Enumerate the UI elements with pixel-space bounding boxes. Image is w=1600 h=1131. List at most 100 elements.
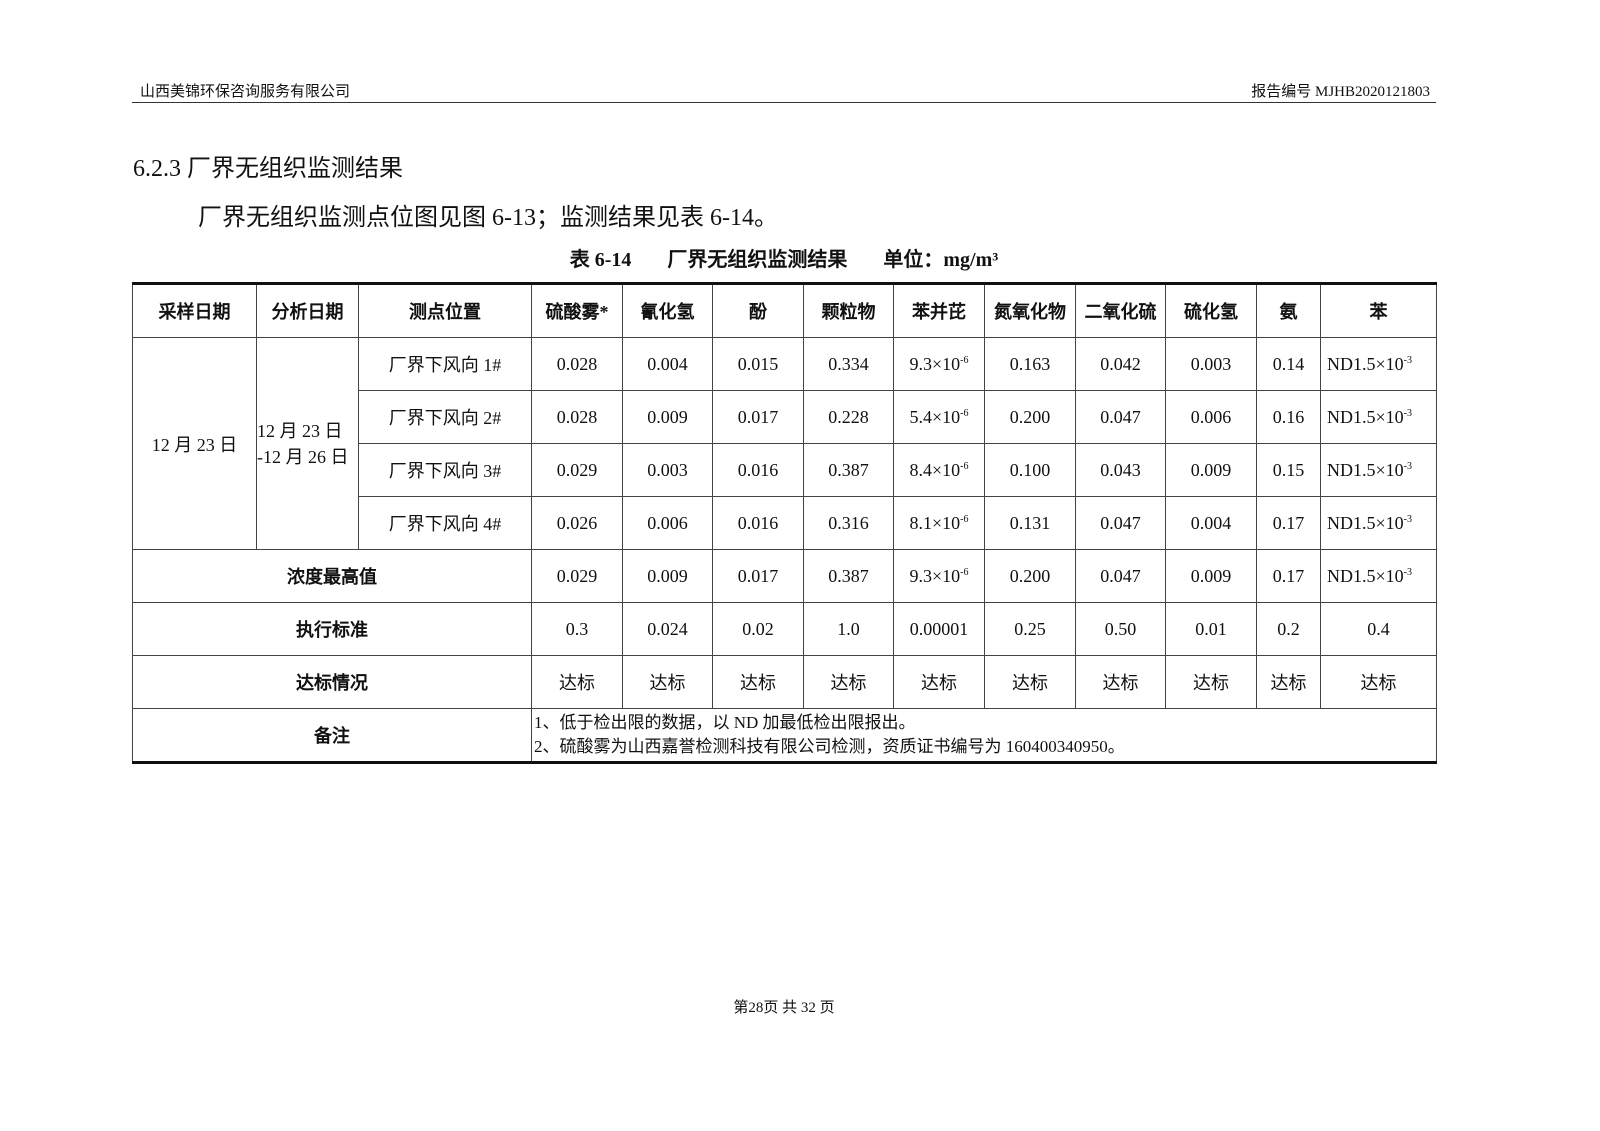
site: 厂界下风向 1#	[358, 337, 532, 391]
cell: 达标	[1075, 655, 1166, 709]
cell: 0.006	[1165, 390, 1257, 444]
notes: 1、低于检出限的数据，以 ND 加最低检出限报出。 2、硫酸雾为山西嘉誉检测科技有…	[531, 708, 1437, 763]
table-number: 表 6-14	[569, 249, 632, 271]
cell: 0.17	[1256, 496, 1321, 550]
cell: 0.100	[984, 443, 1076, 497]
cell: 达标	[712, 655, 804, 709]
table-title: 厂界无组织监测结果	[667, 249, 848, 271]
cell: 0.2	[1256, 602, 1321, 656]
cell: 0.02	[712, 602, 804, 656]
cell: 达标	[893, 655, 985, 709]
cell: 0.006	[622, 496, 713, 550]
cell: ND1.5×10-3	[1320, 496, 1437, 550]
sample-date: 12 月 23 日	[132, 337, 257, 550]
cell: 0.4	[1320, 602, 1437, 656]
cell: 8.4×10-6	[893, 443, 985, 497]
page-footer: 第28页 共 32 页	[733, 1000, 835, 1016]
cell: 达标	[984, 655, 1076, 709]
cell: 0.009	[622, 549, 713, 603]
cell: 5.4×10-6	[893, 390, 985, 444]
site: 厂界下风向 3#	[358, 443, 532, 497]
cell: 0.14	[1256, 337, 1321, 391]
report-number: 报告编号 MJHB2020121803	[1251, 84, 1430, 100]
paragraph: 厂界无组织监测点位图见图 6-13；监测结果见表 6-14。	[198, 205, 778, 231]
cell: 0.00001	[893, 602, 985, 656]
column-header: 氮氧化物	[984, 283, 1076, 338]
company-name: 山西美锦环保咨询服务有限公司	[140, 84, 351, 100]
cell: 0.316	[803, 496, 894, 550]
cell: 0.009	[1165, 549, 1257, 603]
column-header: 酚	[712, 283, 804, 338]
cell: 9.3×10-6	[893, 337, 985, 391]
column-header: 测点位置	[358, 283, 532, 338]
table-unit: 单位：mg/m³	[883, 249, 999, 271]
cell: 0.334	[803, 337, 894, 391]
column-header: 硫酸雾*	[531, 283, 623, 338]
cell: 0.17	[1256, 549, 1321, 603]
cell: 达标	[1165, 655, 1257, 709]
cell: 0.387	[803, 443, 894, 497]
cell: 0.016	[712, 496, 804, 550]
table-row: 厂界下风向 2# 0.028 0.009 0.017 0.228 5.4×10-6 0.20…	[133, 390, 1437, 444]
row-label: 浓度最高值	[132, 549, 532, 603]
cell: 0.042	[1075, 337, 1166, 391]
cell: 0.200	[984, 390, 1076, 444]
cell: 9.3×10-6	[893, 549, 985, 603]
max-row: 浓度最高值 0.029 0.009 0.017 0.387 9.3×10-6 0.200 0.…	[132, 549, 1437, 603]
table-row: 厂界下风向 3# 0.029 0.003 0.016 0.387 8.4×10-6 0.10…	[133, 443, 1437, 497]
cell: 0.387	[803, 549, 894, 603]
cell: 0.25	[984, 602, 1076, 656]
cell: 0.3	[531, 602, 623, 656]
row-label: 执行标准	[132, 602, 532, 656]
notes-row: 备注 1、低于检出限的数据，以 ND 加最低检出限报出。 2、硫酸雾为山西嘉誉检测科…	[132, 708, 1437, 763]
cell: 达标	[622, 655, 713, 709]
cell: 0.004	[622, 337, 713, 391]
compliance-row: 达标情况 达标 达标 达标 达标 达标 达标 达标 达标 达标 达标	[132, 655, 1437, 709]
cell: ND1.5×10-3	[1320, 549, 1437, 603]
column-header: 二氧化硫	[1075, 283, 1166, 338]
cell: 8.1×10-6	[893, 496, 985, 550]
cell: 0.200	[984, 549, 1076, 603]
analysis-date: 12 月 23 日 -12 月 26 日	[256, 337, 359, 550]
cell: 0.003	[622, 443, 713, 497]
cell: 0.15	[1256, 443, 1321, 497]
header-row: 采样日期 分析日期 测点位置 硫酸雾* 氰化氢酚颗粒物 苯并芘 氮氧化物 二氧化硫 硫化氢氨苯	[132, 283, 1437, 338]
cell: 达标	[531, 655, 623, 709]
cell: 0.004	[1165, 496, 1257, 550]
standard-row: 执行标准 0.3 0.024 0.02 1.0 0.00001 0.25 0.50 0.01 0.…	[132, 602, 1437, 656]
cell: 0.228	[803, 390, 894, 444]
header-divider	[132, 102, 1436, 103]
cell: 0.029	[531, 443, 623, 497]
column-header: 颗粒物	[803, 283, 894, 338]
cell: 1.0	[803, 602, 894, 656]
results-table: 采样日期 分析日期 测点位置 硫酸雾* 氰化氢酚颗粒物 苯并芘 氮氧化物 二氧化硫 硫化氢氨苯 1…	[132, 282, 1437, 764]
cell: 0.026	[531, 496, 623, 550]
cell: 0.50	[1075, 602, 1166, 656]
cell: 0.017	[712, 549, 804, 603]
cell: 0.01	[1165, 602, 1257, 656]
table-caption: 表 6-14 厂界无组织监测结果 单位：mg/m³	[0, 243, 1568, 272]
row-label: 备注	[132, 708, 532, 763]
column-header: 硫化氢	[1165, 283, 1257, 338]
column-header: 氨	[1256, 283, 1321, 338]
column-header: 氰化氢	[622, 283, 713, 338]
site: 厂界下风向 4#	[358, 496, 532, 550]
cell: 0.028	[531, 337, 623, 391]
cell: 0.016	[712, 443, 804, 497]
table-row: 厂界下风向 4# 0.026 0.006 0.016 0.316 8.1×10-6 0.13…	[133, 496, 1437, 550]
cell: 达标	[1320, 655, 1437, 709]
column-header: 苯并芘	[893, 283, 985, 338]
cell: ND1.5×10-3	[1320, 443, 1437, 497]
cell: 0.009	[1165, 443, 1257, 497]
cell: 0.029	[531, 549, 623, 603]
cell: 0.16	[1256, 390, 1321, 444]
cell: 0.017	[712, 390, 804, 444]
column-header: 苯	[1320, 283, 1437, 338]
cell: 0.163	[984, 337, 1076, 391]
cell: 0.003	[1165, 337, 1257, 391]
cell: ND1.5×10-3	[1320, 390, 1437, 444]
row-label: 达标情况	[132, 655, 532, 709]
cell: 0.131	[984, 496, 1076, 550]
cell: 0.024	[622, 602, 713, 656]
cell: 0.043	[1075, 443, 1166, 497]
